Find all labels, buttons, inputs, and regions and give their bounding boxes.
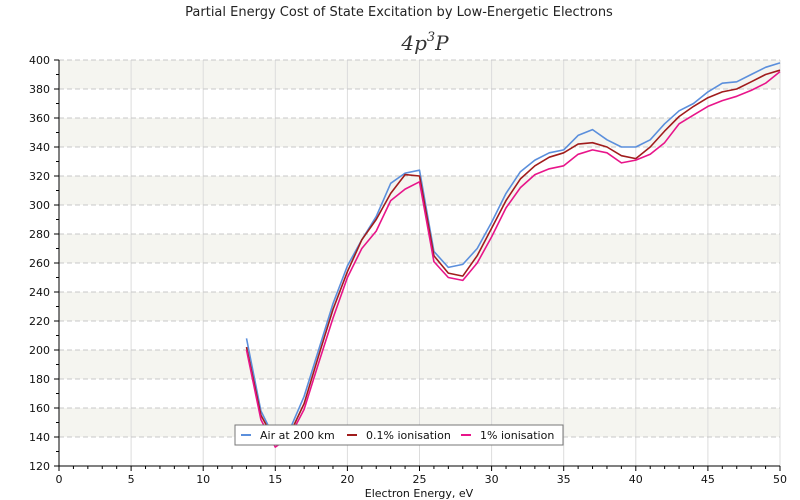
subtitle-base: 4p xyxy=(400,31,427,55)
grid xyxy=(59,59,781,466)
x-tick-label: 20 xyxy=(340,473,354,486)
x-tick-label: 30 xyxy=(485,473,499,486)
y-tick-label: 280 xyxy=(29,228,50,241)
subtitle-sup: 3 xyxy=(427,30,435,45)
y-tick-label: 380 xyxy=(29,83,50,96)
chart-title: Partial Energy Cost of State Excitation … xyxy=(185,5,613,20)
x-tick-label: 35 xyxy=(557,473,571,486)
legend: Air at 200 km 0.1% ionisation 1% ionisatio… xyxy=(234,424,564,446)
legend-label: 0.1% ionisation xyxy=(366,429,451,442)
y-tick-label: 240 xyxy=(29,286,50,299)
y-tick-label: 220 xyxy=(29,315,50,328)
y-tick-label: 120 xyxy=(29,460,50,473)
y-tick-label: 140 xyxy=(29,431,50,444)
series-line-1 xyxy=(245,69,781,443)
y-tick-label: 180 xyxy=(29,373,50,386)
x-axis-label: Electron Energy, eV xyxy=(365,487,474,500)
y-tick-label: 400 xyxy=(29,54,50,67)
y-tick-label: 260 xyxy=(29,257,50,270)
x-tick-label: 0 xyxy=(56,473,63,486)
x-tick-label: 40 xyxy=(629,473,643,486)
series-line-0 xyxy=(245,62,781,441)
x-tick-label: 25 xyxy=(413,473,427,486)
legend-label: 1% ionisation xyxy=(480,429,554,442)
legend-label: Air at 200 km xyxy=(260,429,335,442)
x-tick-label: 15 xyxy=(268,473,282,486)
x-tick-label: 5 xyxy=(128,473,135,486)
x-tick-label: 10 xyxy=(196,473,210,486)
series-group xyxy=(245,62,781,448)
subtitle-tail: P xyxy=(434,31,449,55)
y-tick-label: 200 xyxy=(29,344,50,357)
series-line-2 xyxy=(245,70,781,448)
x-tick-label: 50 xyxy=(773,473,787,486)
legend-box xyxy=(234,424,564,446)
x-tick-label: 45 xyxy=(701,473,715,486)
y-tick-label: 160 xyxy=(29,402,50,415)
y-tick-label: 300 xyxy=(29,199,50,212)
y-tick-label: 320 xyxy=(29,170,50,183)
chart-subtitle: 4p3P xyxy=(400,30,449,55)
y-tick-label: 340 xyxy=(29,141,50,154)
axes: 1201401601802002202402602803003203403603… xyxy=(29,54,787,486)
y-tick-label: 360 xyxy=(29,112,50,125)
